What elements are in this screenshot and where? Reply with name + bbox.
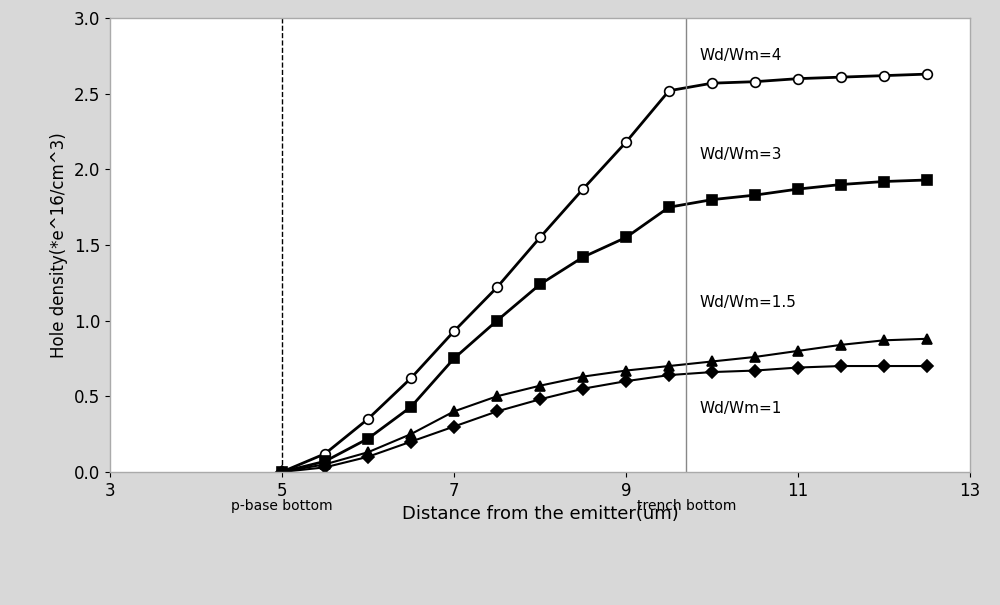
Text: Wd/Wm=1.5: Wd/Wm=1.5: [699, 295, 796, 310]
Text: Wd/Wm=3: Wd/Wm=3: [699, 147, 782, 162]
Text: p-base bottom: p-base bottom: [231, 499, 333, 513]
Text: Wd/Wm=1: Wd/Wm=1: [699, 401, 781, 416]
Y-axis label: Hole density(*e^16/cm^3): Hole density(*e^16/cm^3): [50, 132, 68, 358]
X-axis label: Distance from the emitter(um): Distance from the emitter(um): [402, 505, 678, 523]
Text: Wd/Wm=4: Wd/Wm=4: [699, 48, 781, 64]
Text: trench bottom: trench bottom: [637, 499, 736, 513]
